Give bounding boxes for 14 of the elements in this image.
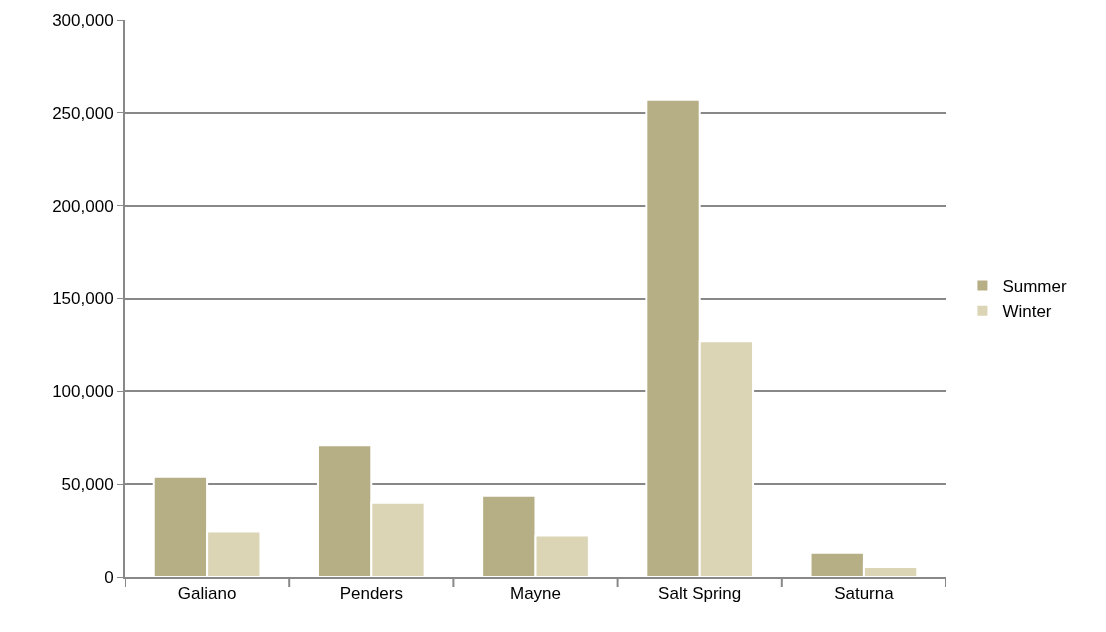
y-tick-label: 250,000 [52, 103, 114, 123]
x-tick-label: Penders [339, 584, 403, 604]
y-tick-label: 0 [104, 567, 114, 587]
y-tick-label: 300,000 [52, 10, 114, 30]
x-tick-label: Mayne [509, 584, 562, 604]
x-tick-label: Salt Spring [658, 584, 742, 604]
legend-label: Summer [1002, 277, 1067, 297]
y-tick-label: 150,000 [52, 289, 114, 309]
y-tick-label: 200,000 [52, 196, 114, 216]
y-tick-label: 50,000 [61, 475, 114, 495]
y-tick-label: 100,000 [52, 382, 114, 402]
x-tick-label: Galiano [177, 584, 237, 604]
legend-label: Winter [1002, 302, 1052, 322]
x-tick-label: Saturna [834, 584, 895, 604]
